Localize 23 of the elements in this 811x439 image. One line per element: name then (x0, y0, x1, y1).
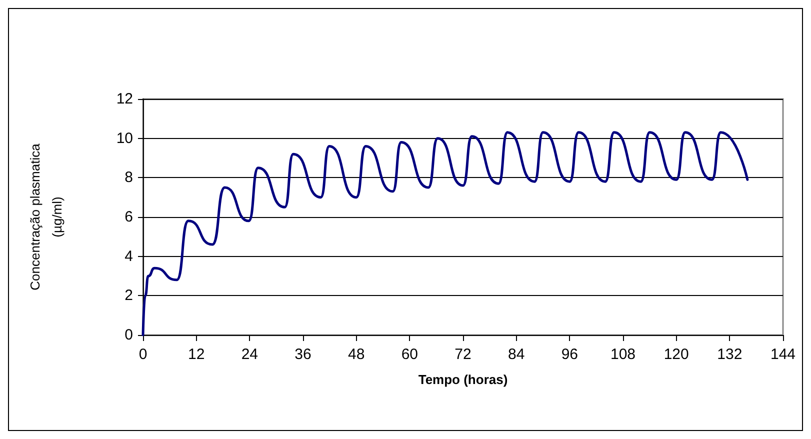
x-tick-label: 0 (138, 346, 148, 363)
y-tick-label: 6 (124, 208, 133, 226)
y-tick-label: 4 (124, 248, 133, 265)
x-tick-label: 84 (508, 346, 525, 363)
x-tick-label: 108 (610, 346, 636, 363)
y-tick-label: 12 (116, 90, 133, 108)
x-tick-label: 96 (561, 346, 578, 363)
y-tick-label: 8 (124, 169, 133, 186)
y-tick-label: 2 (124, 287, 133, 304)
x-tick-label: 36 (294, 346, 312, 363)
x-axis-title: Tempo (horas) (418, 372, 508, 387)
line-series (142, 131, 749, 336)
x-tick-label: 60 (401, 346, 418, 363)
y-tick-label: 10 (116, 130, 133, 147)
x-tick-label: 72 (454, 346, 472, 363)
x-tick-label: 144 (770, 346, 796, 363)
x-tick-label: 120 (664, 346, 689, 363)
x-tick-label: 24 (241, 346, 258, 363)
y-tick-label: 0 (124, 326, 133, 344)
x-tick-label: 12 (188, 346, 205, 363)
x-tick-label: 132 (717, 346, 742, 363)
x-tick-label: 48 (348, 346, 365, 363)
y-axis-title: Concentração plasmatica (µg/ml) (28, 142, 64, 290)
